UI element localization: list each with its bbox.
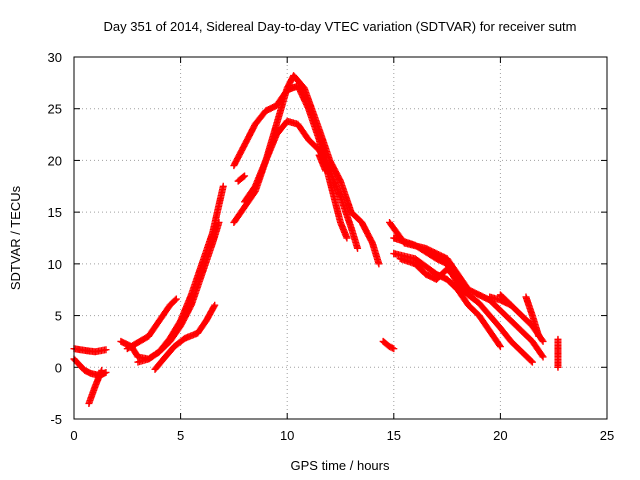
data-point	[464, 291, 472, 299]
series-track-5	[134, 218, 223, 366]
series-track-7	[123, 295, 180, 353]
data-points	[70, 72, 562, 407]
data-point	[539, 353, 547, 361]
plot-frame	[73, 56, 608, 420]
y-tick-label: 30	[48, 50, 62, 65]
y-tick-label: -5	[50, 412, 62, 427]
x-tick-label: 25	[600, 428, 614, 443]
y-tick-label: 25	[48, 102, 62, 117]
data-point	[171, 296, 179, 304]
data-point	[496, 341, 504, 349]
series-track-1	[70, 345, 110, 356]
series-track-11	[241, 117, 362, 252]
series-track-15	[390, 250, 504, 351]
x-tick-label: 5	[177, 428, 184, 443]
x-tick-label: 20	[493, 428, 507, 443]
x-axis-label: GPS time / hours	[291, 458, 390, 473]
x-tick-label: 15	[387, 428, 401, 443]
data-point	[102, 346, 110, 354]
data-point	[496, 343, 504, 351]
series-track-6	[151, 301, 219, 373]
y-axis-label: SDTVAR / TECUs	[8, 185, 23, 290]
y-tick-label: 0	[55, 360, 62, 375]
grid	[74, 57, 607, 419]
data-point	[554, 363, 562, 371]
y-tick-label: 5	[55, 309, 62, 324]
data-point	[527, 357, 535, 365]
data-point	[219, 182, 227, 190]
data-point	[172, 295, 180, 303]
data-point	[464, 290, 472, 298]
series-track-21	[554, 335, 562, 371]
data-point	[535, 332, 543, 340]
data-point	[215, 218, 223, 226]
data-point	[322, 167, 330, 175]
data-point	[210, 303, 218, 311]
series-track-20	[379, 337, 398, 353]
y-tick-label: 20	[48, 153, 62, 168]
data-point	[98, 366, 106, 374]
y-tick-label: 10	[48, 257, 62, 272]
y-tick-label: 15	[48, 205, 62, 220]
x-tick-label: 10	[280, 428, 294, 443]
data-point	[343, 234, 351, 242]
series-track-3	[85, 366, 106, 407]
data-point	[538, 352, 546, 360]
data-point	[354, 244, 362, 252]
data-point	[528, 358, 536, 366]
data-point	[539, 337, 547, 345]
data-point	[375, 260, 383, 268]
series-track-14	[390, 234, 536, 366]
x-tick-label: 0	[70, 428, 77, 443]
series-track-16	[396, 255, 472, 299]
series-track-12	[315, 151, 330, 175]
data-point	[211, 301, 219, 309]
series-track-9	[230, 82, 351, 242]
data-point	[390, 345, 398, 353]
series-track-19	[522, 293, 543, 340]
data-point	[538, 336, 546, 344]
data-point	[241, 172, 249, 180]
series-track-10	[234, 172, 249, 185]
chart-title: Day 351 of 2014, Sidereal Day-to-day VTE…	[104, 19, 577, 34]
data-point	[239, 173, 247, 181]
